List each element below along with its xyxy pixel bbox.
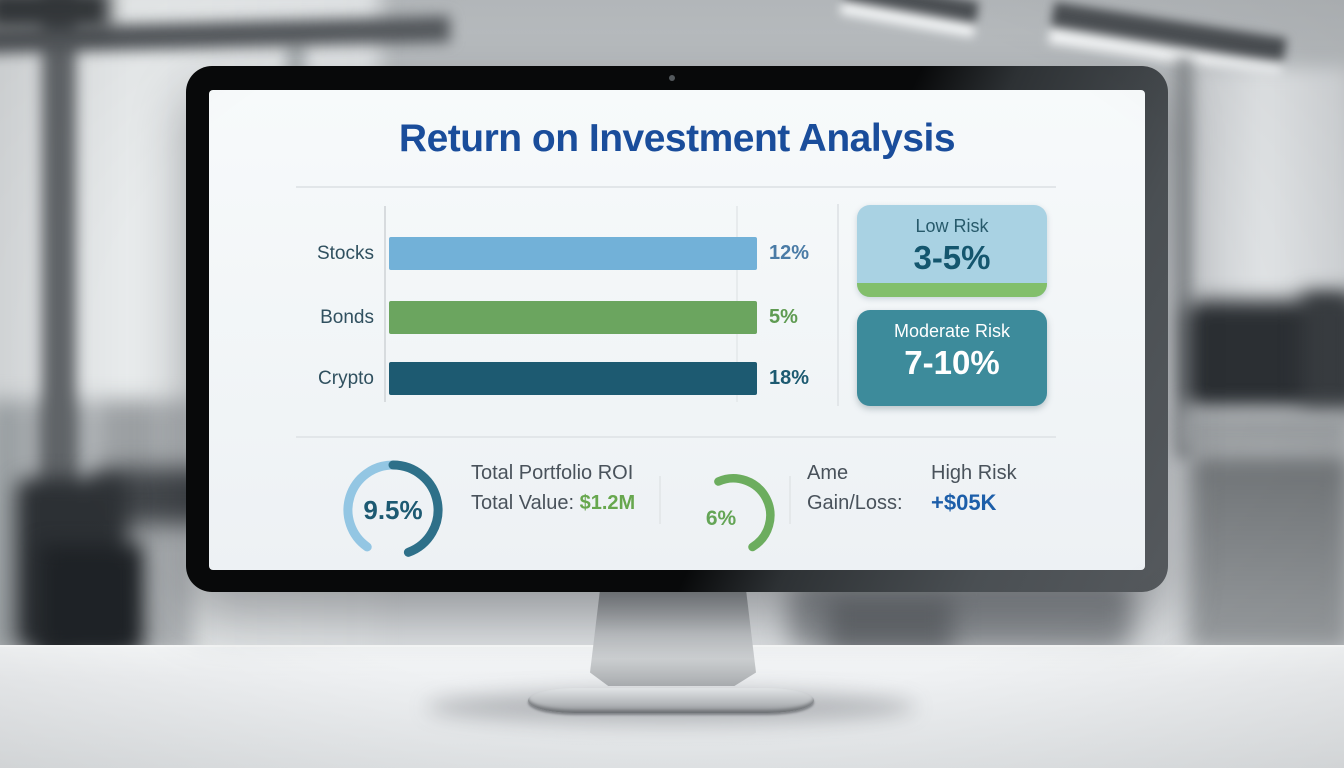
portfolio-roi-label: Total Portfolio ROI (471, 462, 634, 484)
low-risk-card: Low Risk 3-5% (857, 205, 1047, 297)
screen: Return on Investment Analysis Stocks 12%… (209, 90, 1145, 570)
low-risk-label: Low Risk (915, 216, 989, 236)
portfolio-stat: Total Portfolio ROI Total Value: $1.2M (471, 462, 635, 515)
high-risk-label: High Risk (931, 462, 1017, 484)
roi-gauge-arc-right (388, 460, 443, 557)
bar-value-bonds: 5% (769, 306, 798, 328)
gain-line2: Gain/Loss: (807, 492, 903, 514)
total-value-line: Total Value: $1.2M (471, 492, 635, 515)
bar-bonds (389, 301, 757, 334)
monitor-stand-base (528, 688, 814, 713)
monitor: Return on Investment Analysis Stocks 12%… (186, 66, 1168, 592)
roi-gauge-value: 9.5% (363, 495, 422, 525)
office-chairs-right-lower (1188, 452, 1344, 652)
low-risk-accent-strip (857, 283, 1047, 297)
total-value-label: Total Value: (471, 492, 580, 514)
moderate-risk-range: 7-10% (904, 344, 1000, 381)
gain-loss-stat: Ame Gain/Loss: (807, 462, 903, 515)
gain-gauge-value: 6% (706, 507, 737, 530)
bar-row-crypto: Crypto 18% (209, 362, 1145, 395)
bar-label-stocks: Stocks (316, 243, 374, 264)
bar-stocks (389, 237, 757, 270)
stats-divider-1 (659, 476, 661, 524)
bar-value-crypto: 18% (769, 367, 810, 389)
gain-gauge: 6% (706, 474, 775, 552)
high-risk-value: +$05K (931, 490, 997, 515)
roi-gauge: 9.5% (343, 460, 443, 557)
bar-label-crypto: Crypto (318, 368, 374, 389)
moderate-risk-card: Moderate Risk 7-10% (857, 310, 1047, 406)
total-value-amount: $1.2M (579, 492, 636, 514)
ceiling-corner-left (0, 0, 110, 30)
monitor-stand-neck (590, 590, 756, 686)
chart-axis-line (384, 206, 386, 402)
office-chair-right-2 (1302, 292, 1344, 412)
gain-gauge-arc (714, 474, 775, 552)
office-chair-center-dark (828, 600, 953, 652)
page-title: Return on Investment Analysis (398, 117, 956, 160)
gain-line1: Ame (807, 462, 849, 484)
roi-gauge-arc-left (343, 460, 398, 552)
bar-label-bonds: Bonds (320, 307, 374, 328)
office-chair-left-lower (40, 545, 142, 653)
divider-chart-cards (837, 204, 839, 406)
bar-crypto (389, 362, 757, 395)
conference-table-right (1178, 408, 1344, 450)
bar-row-bonds: Bonds 5% (209, 301, 1145, 334)
webcam-dot (669, 75, 675, 81)
bar-row-stocks: Stocks 12% (209, 237, 1145, 270)
moderate-risk-label: Moderate Risk (893, 321, 1011, 341)
low-risk-range: 3-5% (913, 239, 991, 276)
divider-above-stats (296, 436, 1056, 438)
stats-divider-2 (789, 476, 791, 524)
divider-under-title (296, 186, 1056, 188)
bar-value-stocks: 12% (769, 242, 810, 264)
high-risk-stat: High Risk +$05K (931, 462, 1017, 516)
